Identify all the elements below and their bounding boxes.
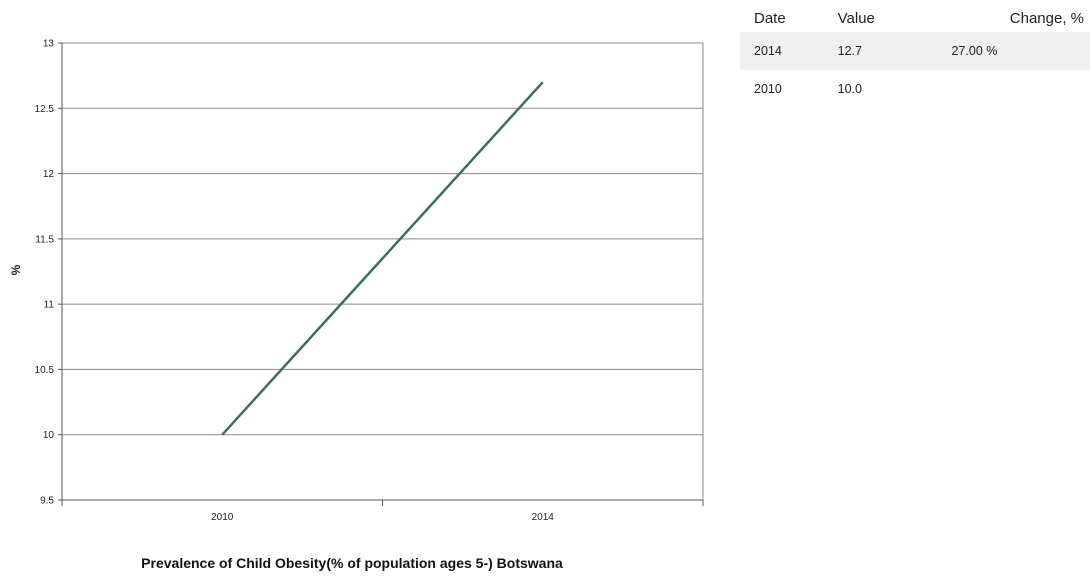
- line-chart: 9.5 10 10.5 11 11.5 12 12.5 13 2010 2014 % Preva…: [9, 39, 704, 571]
- y-tick-label: 12: [43, 169, 55, 180]
- header-change: Change, %: [1009, 9, 1084, 27]
- x-tick-labels: 2010 2014: [211, 512, 554, 523]
- table-row: 2010 10.0: [740, 70, 1090, 108]
- header-date: Date: [754, 9, 786, 27]
- y-tick-label: 9.5: [40, 496, 54, 507]
- x-tick-label: 2014: [532, 512, 555, 523]
- y-tick-label: 12.5: [35, 104, 55, 115]
- y-tick-label: 11.5: [35, 234, 54, 245]
- y-tick-labels: 9.5 10 10.5 11 11.5 12 12.5 13: [35, 39, 55, 507]
- series-line: [221, 81, 544, 436]
- chart-title: Prevalence of Child Obesity(% of populat…: [141, 555, 563, 571]
- cell-date: 2014: [740, 32, 824, 70]
- data-table: Date Value Change, % 2014 12.7 27.00 % 2…: [740, 4, 1090, 108]
- header-value: Value: [837, 9, 875, 27]
- table-header-row: Date Value Change, %: [740, 4, 1090, 32]
- y-axis-label: %: [9, 264, 23, 275]
- y-tick-label: 11: [44, 300, 55, 311]
- table-row: 2014 12.7 27.00 %: [740, 32, 1090, 70]
- series-lines: [221, 81, 544, 436]
- cell-value: 10.0: [837, 82, 862, 96]
- cell-change: [917, 70, 1090, 108]
- y-tick-label: 10.5: [35, 365, 55, 376]
- y-tick-label: 10: [43, 430, 55, 441]
- cell-change: 27.00 %: [917, 32, 1090, 70]
- axes: [58, 42, 704, 506]
- y-tick-label: 13: [43, 39, 55, 50]
- cell-date: 2010: [754, 82, 782, 96]
- x-tick-label: 2010: [211, 512, 234, 523]
- cell-value: 12.7: [823, 32, 918, 70]
- gridlines: [62, 42, 703, 436]
